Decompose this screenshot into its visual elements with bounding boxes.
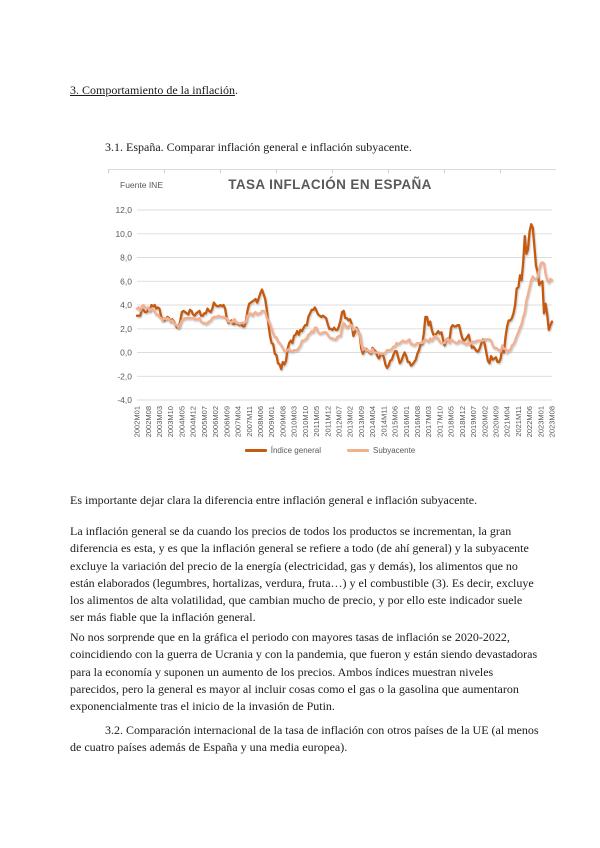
svg-text:2017M03: 2017M03 (424, 406, 433, 437)
svg-text:2010M03: 2010M03 (290, 406, 299, 437)
svg-text:2007M11: 2007M11 (245, 406, 254, 437)
svg-text:2011M05: 2011M05 (312, 406, 321, 437)
svg-text:2002M08: 2002M08 (144, 406, 153, 437)
legend-line-swatch-indice-general (244, 449, 267, 452)
svg-text:2018M05: 2018M05 (447, 406, 456, 437)
svg-text:-4,0: -4,0 (117, 395, 132, 405)
legend-item-subyacente: Subyacente (347, 446, 415, 455)
chart-top-border (108, 169, 556, 174)
svg-text:2006M09: 2006M09 (222, 406, 231, 437)
svg-text:2005M07: 2005M07 (200, 406, 209, 437)
svg-text:2021M11: 2021M11 (514, 406, 523, 437)
svg-text:2009M08: 2009M08 (278, 406, 287, 437)
svg-text:2020M02: 2020M02 (480, 406, 489, 437)
svg-text:10,0: 10,0 (115, 229, 132, 239)
svg-text:2002M01: 2002M01 (133, 406, 142, 437)
svg-text:2011M12: 2011M12 (323, 406, 332, 437)
section-heading-3-text: 3. Comportamiento de la inflación (70, 83, 235, 97)
svg-text:2010M10: 2010M10 (301, 406, 310, 437)
svg-text:2003M10: 2003M10 (166, 406, 175, 437)
svg-text:2006M02: 2006M02 (211, 406, 220, 437)
svg-text:2020M09: 2020M09 (492, 406, 501, 437)
chart-title: TASA INFLACIÓN EN ESPAÑA (228, 177, 432, 192)
svg-text:2016M01: 2016M01 (402, 406, 411, 437)
svg-text:2015M06: 2015M06 (391, 406, 400, 437)
section-heading-3-period: . (234, 83, 238, 97)
paragraph-general-vs-subyacente: La inflación general se da cuando los pr… (70, 524, 534, 625)
section-heading-3-1: 3.1. España. Comparar inflación general … (105, 140, 412, 154)
svg-text:2022M06: 2022M06 (525, 406, 534, 437)
svg-text:2009M01: 2009M01 (267, 406, 276, 437)
svg-text:2013M02: 2013M02 (346, 406, 355, 437)
svg-text:2,0: 2,0 (120, 324, 132, 334)
svg-text:2019M07: 2019M07 (469, 406, 478, 437)
svg-text:2003M03: 2003M03 (155, 406, 164, 437)
svg-text:2004M12: 2004M12 (189, 406, 198, 437)
svg-text:2017M10: 2017M10 (435, 406, 444, 437)
svg-text:4,0: 4,0 (120, 300, 132, 310)
svg-text:2021M04: 2021M04 (503, 406, 512, 437)
paragraph-grafica-2020-2022: No nos sorprende que en la gráfica el pe… (70, 630, 538, 714)
legend-line-swatch-subyacente (347, 449, 369, 452)
legend-label-indice-general: Índice general (270, 446, 321, 455)
svg-text:2016M08: 2016M08 (413, 406, 422, 437)
svg-text:8,0: 8,0 (120, 253, 132, 263)
paragraph-intro: Es importante dejar clara la diferencia … (70, 493, 478, 507)
inflation-chart: Fuente INE TASA INFLACIÓN EN ESPAÑA 12,0… (104, 167, 556, 467)
svg-text:12,0: 12,0 (115, 205, 132, 215)
svg-text:6,0: 6,0 (120, 276, 132, 286)
svg-text:2023M08: 2023M08 (548, 406, 556, 437)
svg-text:2014M11: 2014M11 (379, 406, 388, 437)
legend-label-subyacente: Subyacente (373, 446, 416, 455)
svg-text:2018M12: 2018M12 (458, 406, 467, 437)
svg-text:2012M07: 2012M07 (335, 406, 344, 437)
chart-source-note: Fuente INE (120, 180, 163, 190)
svg-text:2014M04: 2014M04 (368, 406, 377, 437)
svg-text:2007M04: 2007M04 (234, 406, 243, 437)
svg-text:2023M01: 2023M01 (536, 406, 545, 437)
svg-text:0,0: 0,0 (120, 348, 132, 358)
chart-legend: Índice general Subyacente (104, 446, 556, 455)
section-heading-3-2: 3.2. Comparación internacional de la tas… (70, 723, 539, 755)
svg-text:2008M06: 2008M06 (256, 406, 265, 437)
section-heading-3: 3. Comportamiento de la inflación. (70, 83, 238, 98)
svg-text:-2,0: -2,0 (117, 371, 132, 381)
svg-text:2013M09: 2013M09 (357, 406, 366, 437)
svg-text:2004M05: 2004M05 (178, 406, 187, 437)
legend-item-indice-general: Índice general (244, 446, 321, 455)
